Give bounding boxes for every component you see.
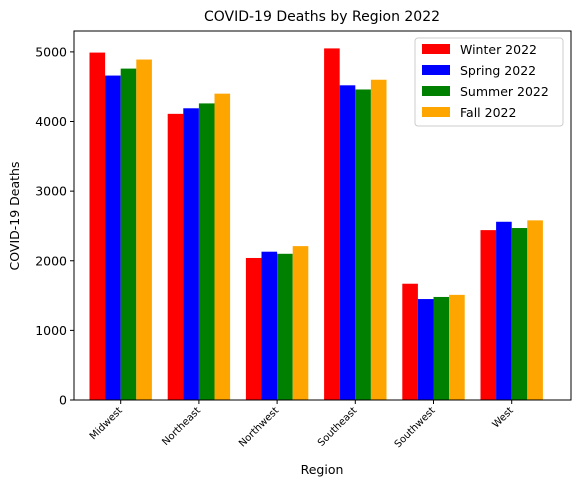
bar-northeast-2 bbox=[183, 108, 199, 400]
x-tick-label: Northwest bbox=[237, 405, 281, 449]
bar-southwest-4 bbox=[449, 294, 465, 400]
bar-northwest-2 bbox=[261, 251, 278, 400]
legend-label: Winter 2022 bbox=[460, 42, 537, 57]
legend-swatch bbox=[422, 44, 450, 54]
y-tick-label: 3000 bbox=[35, 184, 67, 199]
bar-northeast-4 bbox=[214, 93, 231, 400]
bar-northwest-3 bbox=[277, 253, 293, 400]
legend-box bbox=[414, 37, 564, 127]
bar-northwest-1 bbox=[245, 257, 262, 400]
x-tick-label: Midwest bbox=[88, 405, 125, 442]
bar-west-3 bbox=[511, 228, 528, 400]
axes-frame bbox=[73, 30, 572, 401]
legend-label: Spring 2022 bbox=[460, 63, 536, 78]
bar-west-1 bbox=[480, 230, 497, 400]
y-tick-label: 1000 bbox=[35, 323, 67, 338]
bar-west-4 bbox=[527, 220, 543, 400]
bar-northeast-1 bbox=[167, 113, 184, 400]
legend-label: Summer 2022 bbox=[460, 84, 549, 99]
legend-swatch bbox=[422, 107, 450, 117]
chart-title: COVID-19 Deaths by Region 2022 bbox=[204, 9, 440, 25]
bar-west-2 bbox=[496, 221, 512, 400]
legend: Winter 2022 Spring 2022 Summer 2022 Fall 20… bbox=[414, 37, 564, 127]
y-axis-label: COVID-19 Deaths bbox=[7, 162, 22, 271]
x-tick-label: Northeast bbox=[160, 405, 203, 448]
bar-northeast-3 bbox=[198, 103, 215, 400]
bar-midwest-1 bbox=[89, 52, 106, 400]
y-tick-label: 2000 bbox=[35, 253, 67, 268]
bar-southwest-3 bbox=[433, 296, 450, 400]
x-axis-label: Region bbox=[301, 462, 344, 477]
bar-southwest-2 bbox=[417, 299, 434, 400]
bar-southeast-1 bbox=[324, 48, 340, 400]
y-tick-label: 4000 bbox=[35, 114, 67, 129]
bar-southwest-1 bbox=[402, 283, 418, 400]
y-tick-label: 0 bbox=[59, 393, 67, 408]
bar-midwest-4 bbox=[136, 59, 152, 401]
y-tick-label: 5000 bbox=[35, 44, 67, 59]
legend-swatch bbox=[422, 86, 450, 96]
legend-swatch bbox=[422, 65, 450, 75]
x-tick-label: Southeast bbox=[316, 405, 360, 449]
bar-southeast-3 bbox=[355, 89, 371, 400]
x-tick-label: West bbox=[491, 405, 516, 430]
bar-midwest-3 bbox=[120, 68, 137, 400]
x-tick-label: Southwest bbox=[393, 405, 438, 450]
bar-northwest-4 bbox=[292, 246, 309, 400]
bar-southeast-4 bbox=[370, 79, 387, 401]
bar-midwest-2 bbox=[105, 75, 121, 400]
bar-southeast-2 bbox=[339, 85, 356, 400]
legend-label: Fall 2022 bbox=[460, 105, 516, 120]
